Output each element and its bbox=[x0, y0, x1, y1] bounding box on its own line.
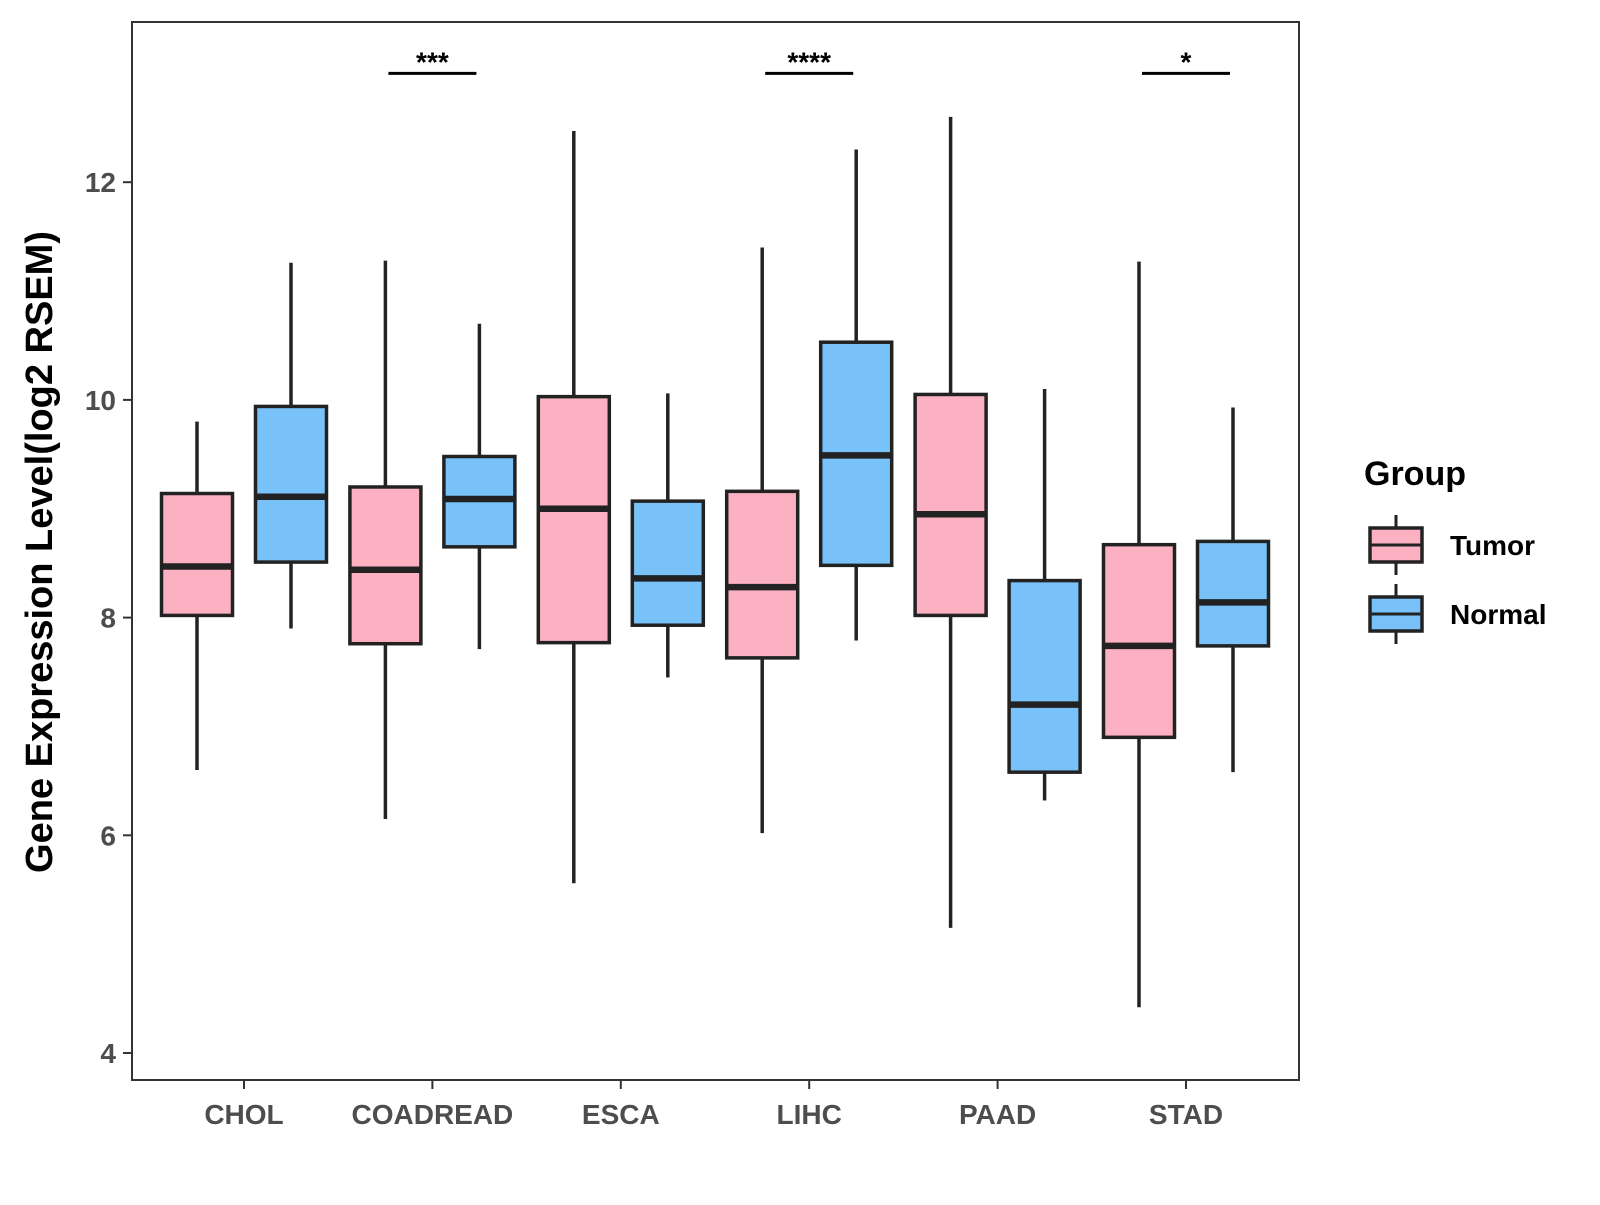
y-tick-label: 10 bbox=[85, 385, 116, 416]
x-tick-label: STAD bbox=[1149, 1099, 1223, 1130]
legend-item-tumor: Tumor bbox=[1368, 515, 1535, 575]
x-tick-label: CHOL bbox=[204, 1099, 283, 1130]
legend-item-normal: Normal bbox=[1368, 584, 1546, 644]
legend-label: Normal bbox=[1450, 599, 1546, 630]
box-normal-chol bbox=[253, 262, 329, 629]
box-iqr bbox=[159, 491, 235, 618]
box-tumor-coadread bbox=[348, 260, 423, 819]
box-iqr bbox=[1195, 539, 1271, 648]
box-iqr bbox=[253, 404, 329, 564]
significance-label: * bbox=[1181, 46, 1192, 77]
box-normal-lihc bbox=[818, 149, 894, 641]
y-tick-label: 8 bbox=[100, 603, 116, 634]
y-axis-title: Gene Expression Level(log2 RSEM) bbox=[19, 231, 61, 873]
x-tick-label: LIHC bbox=[777, 1099, 842, 1130]
box-iqr bbox=[630, 499, 706, 627]
x-tick-label: ESCA bbox=[582, 1099, 660, 1130]
box-iqr bbox=[913, 392, 988, 618]
significance-label: *** bbox=[416, 46, 449, 77]
box-iqr bbox=[724, 489, 800, 660]
box-iqr bbox=[1101, 542, 1177, 740]
box-tumor-paad bbox=[913, 116, 988, 928]
box-tumor-lihc bbox=[724, 247, 800, 834]
box-iqr bbox=[348, 485, 423, 646]
box-tumor-esca bbox=[536, 131, 612, 884]
significance-label: **** bbox=[787, 46, 831, 77]
x-tick-label: PAAD bbox=[959, 1099, 1036, 1130]
box-normal-stad bbox=[1195, 407, 1271, 773]
legend-title: Group bbox=[1364, 455, 1466, 493]
box-iqr bbox=[1007, 578, 1082, 774]
box-iqr bbox=[536, 394, 612, 645]
box-normal-coadread bbox=[442, 323, 517, 650]
box-tumor-stad bbox=[1101, 261, 1177, 1008]
box-tumor-chol bbox=[159, 421, 235, 770]
y-tick-label: 4 bbox=[100, 1038, 116, 1069]
box-normal-paad bbox=[1007, 389, 1082, 801]
plot-panel-border bbox=[131, 21, 1300, 1081]
x-tick-label: COADREAD bbox=[352, 1099, 514, 1130]
significance-lihc: **** bbox=[765, 46, 854, 77]
legend-label: Tumor bbox=[1450, 530, 1535, 561]
significance-stad: * bbox=[1142, 46, 1230, 77]
y-tick-label: 6 bbox=[100, 820, 116, 851]
box-normal-esca bbox=[630, 393, 706, 678]
significance-coadread: *** bbox=[388, 46, 477, 77]
y-tick-label: 12 bbox=[85, 167, 116, 198]
